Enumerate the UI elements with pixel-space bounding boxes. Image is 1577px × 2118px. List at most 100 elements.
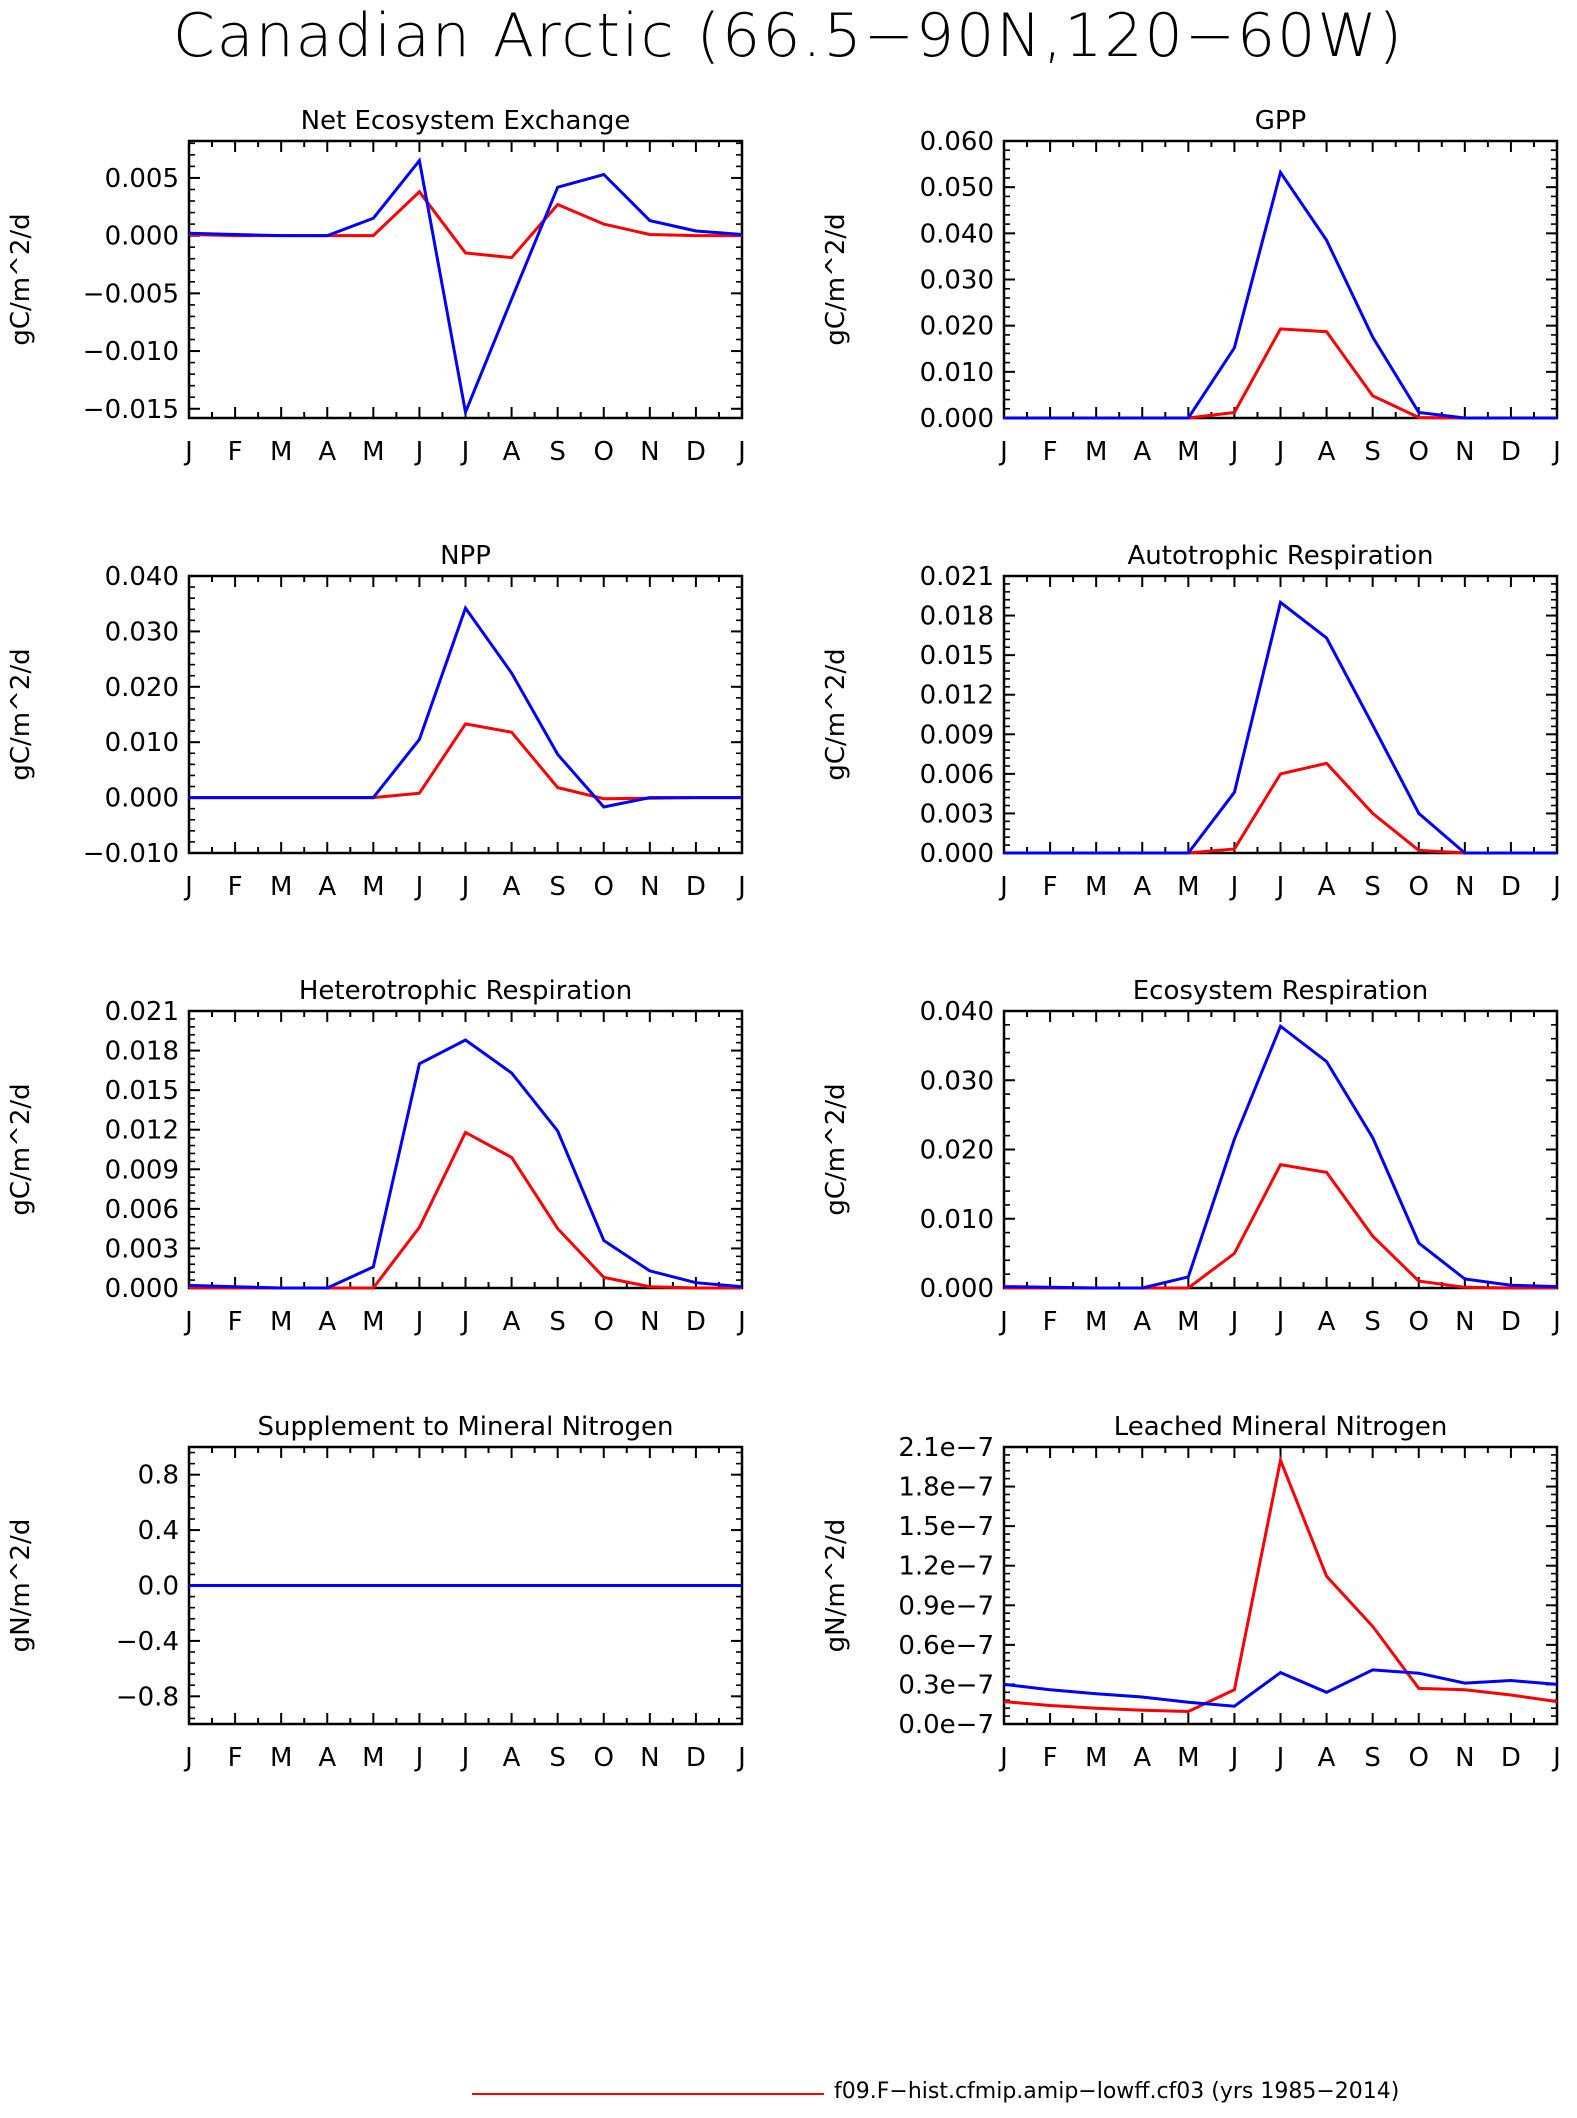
y-tick-label: 0.030 — [105, 617, 179, 647]
x-tick-label: M — [362, 872, 384, 902]
x-tick-label: A — [1318, 1307, 1336, 1337]
y-tick-label: 0.000 — [105, 1274, 179, 1304]
x-tick-label: O — [1409, 1307, 1429, 1337]
x-tick-label: J — [460, 1743, 470, 1773]
y-tick-label: 0.015 — [105, 1076, 179, 1106]
x-tick-label: M — [1085, 872, 1107, 902]
x-tick-label: A — [1133, 872, 1151, 902]
x-tick-label: J — [736, 1307, 746, 1337]
panel-title: NPP — [440, 541, 491, 571]
y-tick-label: 0.3e−7 — [898, 1670, 994, 1700]
y-tick-label: 0.000 — [920, 404, 994, 434]
series-line-red — [1004, 1163, 1557, 1290]
series-line-red — [189, 1130, 742, 1290]
x-tick-label: F — [228, 437, 243, 467]
x-tick-label: M — [1085, 1743, 1107, 1773]
y-tick-label: 0.040 — [920, 997, 994, 1027]
series-line-red — [1003, 1454, 1558, 1714]
y-tick-label: 0.9e−7 — [898, 1591, 994, 1621]
panel-title: Heterotrophic Respiration — [299, 976, 632, 1006]
panel-title: GPP — [1255, 106, 1307, 136]
x-tick-label: J — [414, 1307, 424, 1337]
x-tick-label: M — [270, 1307, 292, 1337]
y-tick-label: 0.020 — [920, 312, 994, 342]
x-tick-label: D — [1501, 872, 1521, 902]
x-tick-label: F — [228, 1743, 243, 1773]
y-tick-label: 1.5e−7 — [898, 1512, 994, 1542]
x-tick-label: O — [594, 1307, 614, 1337]
panel-frame — [187, 1009, 744, 1290]
x-tick-label: D — [686, 1307, 706, 1337]
x-tick-label: J — [998, 1743, 1008, 1773]
x-tick-label: J — [183, 872, 193, 902]
x-tick-label: J — [460, 872, 470, 902]
x-tick-label: A — [1318, 872, 1336, 902]
y-axis-label: gN/m^2/d — [821, 1519, 851, 1653]
x-tick-label: J — [414, 872, 424, 902]
x-tick-label: O — [594, 872, 614, 902]
x-tick-label: F — [1043, 872, 1058, 902]
y-tick-label: 1.2e−7 — [898, 1552, 994, 1582]
y-tick-label: 0.009 — [920, 720, 994, 750]
legend-label: f09.F−hist.cfmip.amip−lowff.cf03 (yrs 19… — [834, 2079, 1400, 2104]
series-line-blue — [188, 1038, 743, 1290]
y-tick-label: 0.000 — [920, 839, 994, 869]
x-tick-label: N — [1455, 437, 1474, 467]
series-line-blue — [188, 157, 743, 418]
y-tick-label: 0.000 — [105, 222, 179, 252]
y-tick-label: 0.012 — [105, 1116, 179, 1146]
x-tick-label: S — [549, 1307, 566, 1337]
x-tick-label: J — [1229, 1307, 1239, 1337]
panel-frame — [1002, 1009, 1559, 1290]
x-tick-label: S — [549, 1743, 566, 1773]
y-tick-label: 0.003 — [920, 799, 994, 829]
panel-frame — [1002, 139, 1559, 420]
x-tick-label: A — [318, 1307, 336, 1337]
y-tick-label: −0.015 — [83, 395, 179, 425]
y-tick-label: 0.010 — [920, 358, 994, 388]
x-tick-label: J — [1275, 872, 1285, 902]
x-tick-label: N — [640, 872, 659, 902]
x-tick-label: F — [228, 1307, 243, 1337]
x-tick-label: J — [998, 437, 1008, 467]
x-tick-label: N — [1455, 1743, 1474, 1773]
series-line-blue — [1003, 1023, 1558, 1290]
y-tick-label: −0.4 — [116, 1627, 179, 1657]
y-tick-label: 0.010 — [105, 728, 179, 758]
x-tick-label: A — [1318, 437, 1336, 467]
y-tick-label: −0.8 — [116, 1682, 179, 1712]
x-tick-label: A — [1133, 437, 1151, 467]
x-tick-label: J — [736, 872, 746, 902]
y-tick-label: 0.4 — [138, 1516, 179, 1546]
x-tick-label: J — [460, 1307, 470, 1337]
x-tick-label: M — [362, 1307, 384, 1337]
x-tick-label: A — [503, 1307, 521, 1337]
y-tick-label: 0.021 — [105, 997, 179, 1027]
x-tick-label: M — [1177, 437, 1199, 467]
y-tick-label: 0.010 — [920, 1205, 994, 1235]
y-tick-label: 0.030 — [920, 1066, 994, 1096]
x-tick-label: M — [1177, 1743, 1199, 1773]
y-tick-label: 0.0 — [138, 1572, 179, 1602]
x-tick-label: D — [1501, 1743, 1521, 1773]
series-line-red — [1004, 761, 1557, 855]
x-tick-label: J — [1229, 872, 1239, 902]
x-tick-label: J — [1551, 872, 1561, 902]
y-tick-label: −0.005 — [83, 279, 179, 309]
x-tick-label: N — [640, 1743, 659, 1773]
x-tick-label: O — [1409, 437, 1429, 467]
y-tick-label: 0.005 — [105, 164, 179, 194]
x-tick-label: A — [503, 1743, 521, 1773]
x-tick-label: M — [270, 872, 292, 902]
y-axis-label: gC/m^2/d — [821, 1083, 851, 1215]
x-tick-label: J — [414, 1743, 424, 1773]
x-tick-label: S — [549, 872, 566, 902]
series-line-blue — [1004, 599, 1557, 855]
y-tick-label: 0.040 — [105, 562, 179, 592]
x-tick-label: S — [1364, 872, 1381, 902]
series-line-red — [188, 189, 742, 260]
legend-line-red — [472, 2093, 824, 2095]
y-tick-label: 0.000 — [105, 784, 179, 814]
x-tick-label: A — [318, 1743, 336, 1773]
x-tick-label: J — [736, 437, 746, 467]
